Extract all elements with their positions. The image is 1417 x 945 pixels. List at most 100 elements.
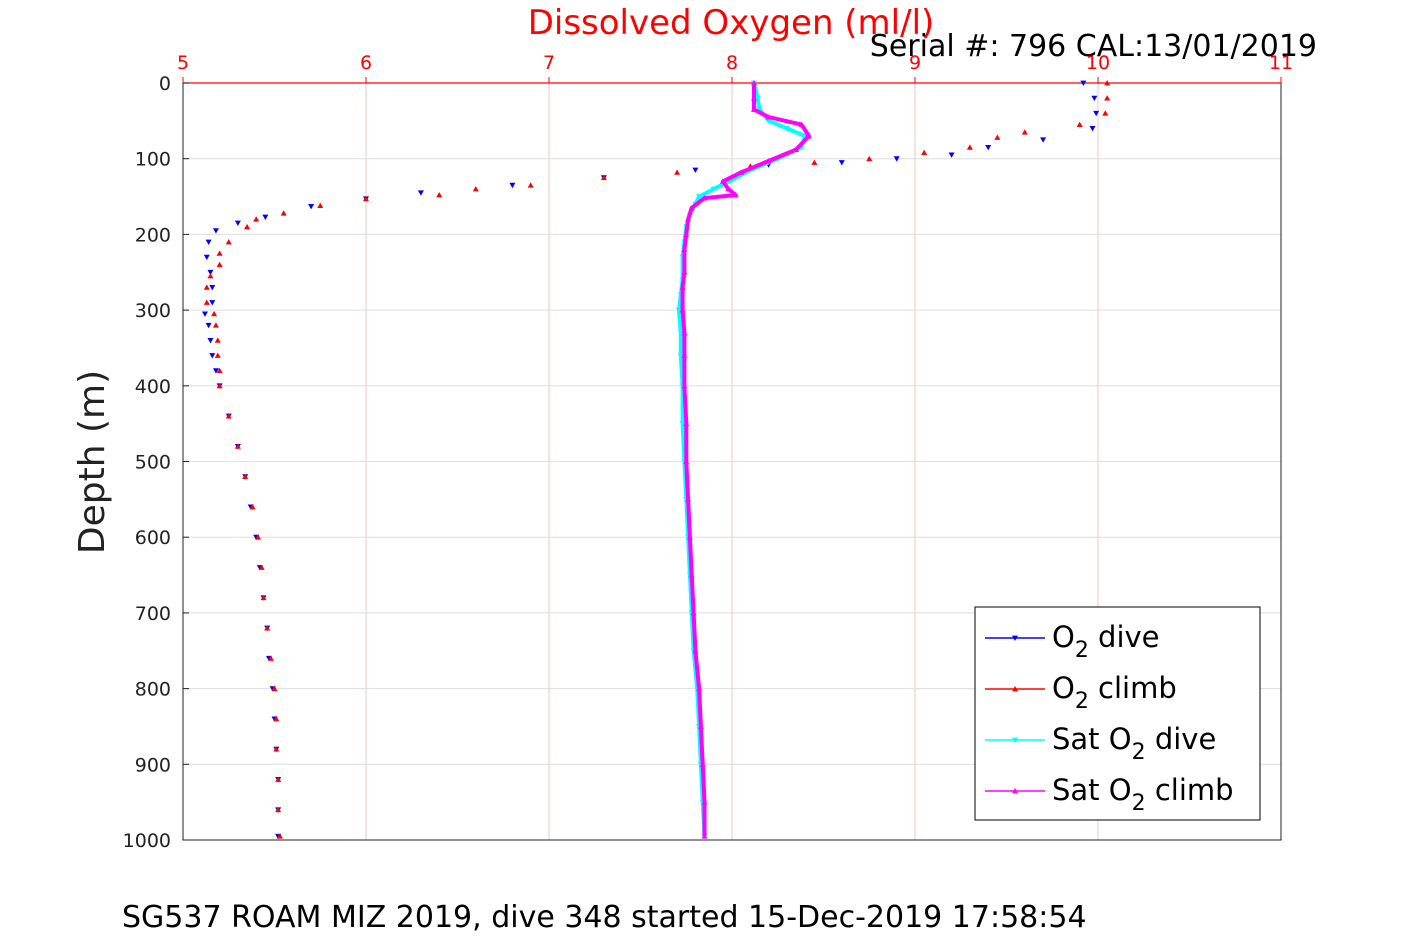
data-point xyxy=(527,182,534,188)
data-point xyxy=(249,503,256,510)
data-point xyxy=(211,310,218,317)
data-point xyxy=(750,106,757,112)
data-point xyxy=(1102,110,1109,116)
data-point xyxy=(276,833,283,839)
series-o2-dive xyxy=(201,80,1100,840)
y-tick-label: 400 xyxy=(135,376,171,398)
data-point xyxy=(509,182,516,189)
data-point xyxy=(207,337,214,344)
legend-swatch-marker xyxy=(1012,788,1018,794)
x-tick-label: 8 xyxy=(726,52,738,74)
data-point xyxy=(225,413,232,419)
legend-item: Sat O2 dive xyxy=(985,722,1216,765)
legend-label-main: O xyxy=(1052,671,1075,705)
series-o2-climb xyxy=(203,80,1111,839)
data-point xyxy=(216,250,223,256)
legend-label-subscript: 2 xyxy=(1075,689,1089,714)
legend-label-main: O xyxy=(1052,620,1075,654)
legend-item: O2 climb xyxy=(985,671,1177,714)
y-tick-label: 700 xyxy=(135,603,171,625)
y-tick-label: 600 xyxy=(135,527,171,549)
y-axis-label: Depth (m) xyxy=(72,370,113,554)
data-point xyxy=(417,190,424,196)
dive-caption: SG537 ROAM MIZ 2019, dive 348 started 15… xyxy=(122,900,1087,935)
legend-label-suffix: climb xyxy=(1146,773,1234,807)
data-point xyxy=(275,776,282,782)
data-point xyxy=(260,594,267,601)
data-point xyxy=(754,95,761,102)
legend-item: Sat O2 climb xyxy=(985,773,1234,816)
x-tick-label: 6 xyxy=(360,52,372,74)
data-point xyxy=(679,284,686,290)
data-point xyxy=(600,174,607,181)
legend-label-suffix: dive xyxy=(1146,722,1217,756)
data-point xyxy=(1076,121,1083,128)
data-point xyxy=(212,228,219,234)
data-point xyxy=(275,806,282,813)
data-point xyxy=(273,715,280,722)
data-point xyxy=(710,186,717,192)
data-point xyxy=(216,261,223,268)
data-point xyxy=(255,534,262,540)
data-point xyxy=(677,330,684,336)
data-point xyxy=(690,609,697,616)
data-point xyxy=(805,132,812,139)
serial-cal-label: Serial #: 796 CAL:13/01/2019 xyxy=(870,29,1317,64)
data-point xyxy=(1021,129,1028,135)
y-tick-label: 1000 xyxy=(123,830,171,852)
data-point xyxy=(1104,95,1111,101)
data-point xyxy=(1091,95,1098,102)
data-point xyxy=(683,458,690,464)
data-point xyxy=(697,723,704,729)
data-point xyxy=(216,382,223,389)
data-point xyxy=(701,833,708,839)
data-point xyxy=(679,421,686,427)
data-point xyxy=(271,685,278,691)
data-point xyxy=(692,647,699,654)
data-point xyxy=(985,144,992,151)
legend-box xyxy=(974,606,1261,821)
data-point xyxy=(234,220,241,227)
data-point xyxy=(732,192,739,198)
data-point xyxy=(1089,126,1096,132)
data-point xyxy=(679,307,686,313)
data-point xyxy=(685,496,692,502)
data-point xyxy=(258,564,265,570)
data-point xyxy=(681,246,688,252)
data-point xyxy=(214,352,221,358)
data-point xyxy=(696,685,703,691)
data-point xyxy=(308,203,315,210)
legend-label-suffix: dive xyxy=(1089,620,1160,654)
data-point xyxy=(209,300,216,306)
data-point xyxy=(686,534,693,540)
data-point xyxy=(677,353,684,359)
y-tick-label: 300 xyxy=(135,300,171,322)
x-axis-top: 5 6 7 8 9 10 11 xyxy=(177,52,1293,84)
data-point xyxy=(725,185,732,192)
y-tick-label: 800 xyxy=(135,679,171,701)
data-point xyxy=(212,322,219,328)
data-point xyxy=(688,204,695,211)
data-point xyxy=(893,156,900,162)
legend-label-subscript: 2 xyxy=(1132,740,1146,765)
data-point xyxy=(1080,80,1087,86)
data-point xyxy=(253,216,260,222)
data-point xyxy=(683,420,690,427)
legend-label: O2 climb xyxy=(1052,671,1177,714)
data-point xyxy=(966,144,973,150)
data-point xyxy=(699,761,706,767)
data-point xyxy=(207,273,214,279)
chart-title: Dissolved Oxygen (ml/l) xyxy=(528,3,935,43)
x-tick-label: 11 xyxy=(1269,52,1293,74)
data-point xyxy=(681,269,688,275)
y-tick-label: 0 xyxy=(159,73,171,95)
legend-swatch-marker xyxy=(1012,737,1018,743)
data-point xyxy=(203,299,210,305)
data-point xyxy=(674,169,681,175)
x-tick-label: 5 xyxy=(177,52,189,74)
data-point xyxy=(242,473,249,480)
legend-swatch-marker xyxy=(1012,635,1018,641)
y-tick-label: 200 xyxy=(135,224,171,246)
data-point xyxy=(738,169,745,175)
